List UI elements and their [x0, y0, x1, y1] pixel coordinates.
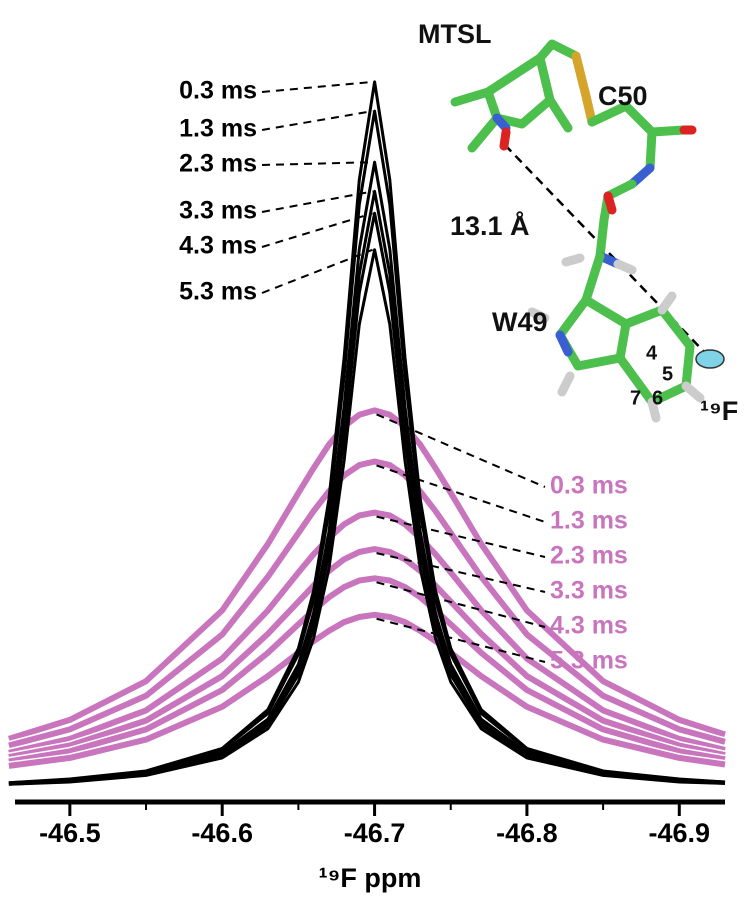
- leader-line: [376, 552, 546, 593]
- structure-label: 5: [662, 363, 673, 385]
- bond: [595, 179, 637, 261]
- bond: [587, 101, 689, 137]
- bond: [535, 39, 581, 63]
- structure-label: 7: [630, 387, 641, 409]
- hydrogen: [647, 397, 661, 423]
- oxygen: [499, 127, 511, 151]
- spectrum-line: [8, 458, 726, 749]
- legend-label: 0.3 ms: [179, 77, 257, 105]
- hydrogen: [657, 291, 677, 315]
- leader-line: [376, 581, 546, 628]
- leader-line: [376, 515, 546, 558]
- disulfide: [571, 51, 597, 127]
- leader-line: [376, 413, 546, 488]
- legend-label: 3.3 ms: [179, 197, 257, 225]
- x-tick-label: -46.7: [344, 818, 406, 848]
- leader-line: [261, 161, 373, 166]
- legend-label: 2.3 ms: [179, 150, 257, 178]
- spectrum-line: [8, 248, 726, 786]
- legend-label: 1.3 ms: [179, 115, 257, 143]
- legend-label: 5.3 ms: [550, 647, 628, 675]
- hydrogen: [561, 253, 585, 267]
- x-axis-title: ¹⁹F ppm: [319, 863, 422, 893]
- spectrum-line: [8, 611, 726, 769]
- structure-label: 4: [646, 342, 658, 364]
- leader-line: [261, 110, 373, 131]
- structure-label: ¹⁹F: [700, 396, 738, 426]
- legend-label: 0.3 ms: [550, 472, 628, 500]
- hydrogen: [681, 381, 705, 403]
- spectrum-line: [8, 189, 726, 785]
- legend-label: 5.3 ms: [179, 278, 257, 306]
- leader-line: [376, 617, 546, 663]
- structure-label: C50: [598, 81, 648, 111]
- legend-label: 2.3 ms: [550, 542, 628, 570]
- bond: [645, 127, 657, 173]
- spectrum-line: [8, 509, 726, 756]
- leader-line: [261, 212, 373, 248]
- x-tick-label: -46.8: [496, 818, 558, 848]
- leader-line: [261, 190, 373, 213]
- bond: [545, 95, 573, 133]
- plot-area: [7, 80, 727, 786]
- leader-line: [376, 464, 546, 523]
- nitrogen: [555, 330, 573, 357]
- ring: [483, 53, 555, 129]
- leader-line: [261, 248, 373, 294]
- nitrogen: [492, 113, 511, 133]
- legend-label: 4.3 ms: [550, 612, 628, 640]
- x-tick-label: -46.6: [191, 818, 253, 848]
- x-tick-label: -46.5: [39, 818, 101, 848]
- hydrogen: [613, 259, 637, 275]
- legend-label: 4.3 ms: [179, 232, 257, 260]
- molecule: [450, 39, 725, 423]
- oxygen: [603, 191, 617, 215]
- legend-label: 1.3 ms: [550, 507, 628, 535]
- spectrum-line: [8, 80, 726, 785]
- x-tick-label: -46.9: [649, 818, 711, 848]
- structure-label: 13.1 Å: [450, 210, 530, 241]
- spectrum-line: [8, 546, 726, 761]
- spectrum-line: [8, 109, 726, 785]
- structure-label: W49: [492, 307, 548, 337]
- bond: [467, 113, 502, 153]
- spectrum-line: [8, 407, 726, 742]
- spectrum-line: [8, 211, 726, 786]
- hydrogen: [557, 371, 575, 397]
- spectrum-line: [8, 160, 726, 785]
- hydrogen: [527, 307, 550, 323]
- fluorine: [695, 349, 725, 369]
- spectrum-line: [8, 575, 726, 765]
- indole-6: [615, 305, 695, 407]
- structure-label: 6: [652, 387, 663, 409]
- leader-line: [261, 80, 373, 93]
- structure-label: MTSL: [418, 19, 492, 49]
- legend-label: 3.3 ms: [550, 577, 628, 605]
- bond: [450, 87, 493, 107]
